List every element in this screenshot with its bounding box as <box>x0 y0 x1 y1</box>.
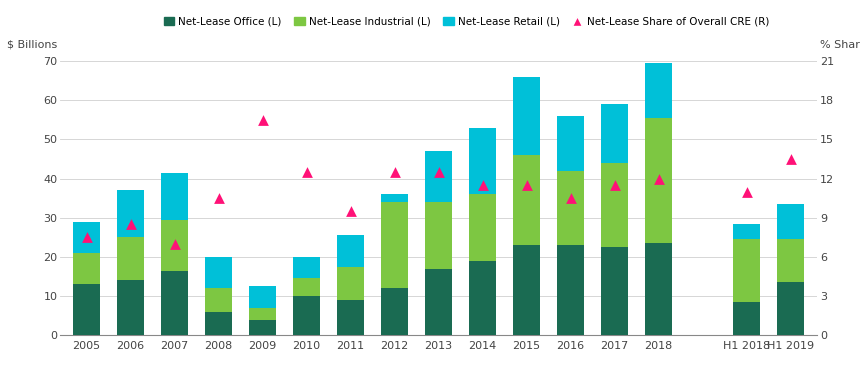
Bar <box>513 245 540 335</box>
Bar <box>601 247 628 335</box>
Bar <box>206 312 232 335</box>
Bar <box>513 155 540 245</box>
Bar <box>73 253 100 284</box>
Bar <box>293 279 320 296</box>
Bar <box>249 286 276 308</box>
Point <box>652 176 666 182</box>
Point <box>783 156 797 162</box>
Legend: Net-Lease Office (L), Net-Lease Industrial (L), Net-Lease Retail (L), Net-Lease : Net-Lease Office (L), Net-Lease Industri… <box>163 17 769 27</box>
Bar <box>426 202 452 269</box>
Bar <box>118 190 144 237</box>
Bar <box>118 280 144 335</box>
Bar <box>734 224 759 239</box>
Bar <box>381 202 408 288</box>
Bar <box>73 284 100 335</box>
Point <box>519 182 533 188</box>
Point <box>344 208 358 214</box>
Bar <box>734 239 759 302</box>
Text: $ Billions: $ Billions <box>7 40 58 50</box>
Point <box>740 189 753 195</box>
Bar <box>470 194 496 261</box>
Bar <box>206 257 232 288</box>
Bar <box>337 300 364 335</box>
Point <box>212 195 225 201</box>
Point <box>608 182 622 188</box>
Bar <box>777 204 804 239</box>
Bar <box>645 118 672 243</box>
Bar <box>118 237 144 280</box>
Bar <box>426 151 452 202</box>
Point <box>563 195 577 201</box>
Point <box>300 169 314 175</box>
Point <box>168 241 181 247</box>
Bar <box>337 235 364 267</box>
Bar <box>470 128 496 194</box>
Bar <box>777 239 804 282</box>
Bar <box>73 222 100 253</box>
Bar <box>249 320 276 335</box>
Point <box>388 169 402 175</box>
Bar <box>470 261 496 335</box>
Bar <box>645 63 672 118</box>
Bar <box>249 308 276 320</box>
Bar <box>601 104 628 163</box>
Point <box>255 117 269 123</box>
Bar <box>293 296 320 335</box>
Bar <box>381 194 408 202</box>
Bar <box>601 163 628 247</box>
Bar <box>645 243 672 335</box>
Bar <box>513 77 540 155</box>
Bar <box>381 288 408 335</box>
Point <box>476 182 489 188</box>
Point <box>124 221 138 227</box>
Bar <box>162 271 187 335</box>
Bar <box>557 245 584 335</box>
Bar <box>162 220 187 271</box>
Bar <box>557 171 584 245</box>
Bar <box>162 173 187 220</box>
Bar <box>293 257 320 279</box>
Bar <box>734 302 759 335</box>
Bar <box>426 269 452 335</box>
Bar <box>206 288 232 312</box>
Bar <box>557 116 584 171</box>
Point <box>80 234 94 240</box>
Text: % Share: % Share <box>820 40 860 50</box>
Bar <box>777 282 804 335</box>
Bar <box>337 267 364 300</box>
Point <box>432 169 445 175</box>
